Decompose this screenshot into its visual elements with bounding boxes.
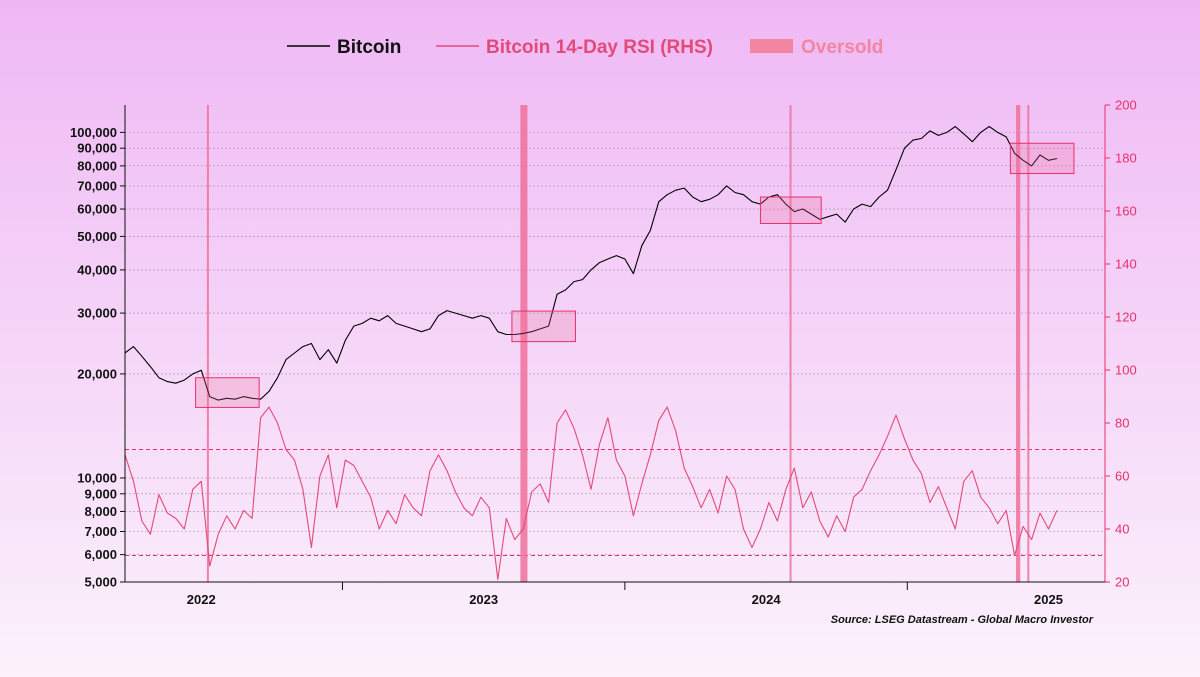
oversold-band [520, 105, 528, 582]
left-tick-label: 30,000 [77, 306, 117, 321]
oversold-box [511, 310, 576, 343]
right-tick-label: 60 [1115, 469, 1129, 484]
left-tick-label: 10,000 [77, 470, 117, 485]
left-tick-label: 80,000 [77, 158, 117, 173]
legend: Bitcoin Bitcoin 14-Day RSI (RHS) Oversol… [287, 37, 883, 58]
left-tick-label: 20,000 [77, 366, 117, 381]
right-tick-label: 100 [1115, 363, 1137, 378]
left-tick-label: 8,000 [84, 504, 117, 519]
rsi-line [124, 406, 1058, 580]
left-tick-label: 60,000 [77, 202, 117, 217]
oversold-band-layer [206, 105, 1030, 582]
left-tick-label: 7,000 [84, 524, 117, 539]
oversold-band [206, 105, 209, 582]
legend-oversold-label: Oversold [801, 37, 883, 58]
oversold-box-layer [195, 142, 1075, 408]
grid-layer [125, 132, 1105, 556]
right-tick-label: 160 [1115, 204, 1137, 219]
left-tick-label: 90,000 [77, 141, 117, 156]
axes [124, 105, 1106, 583]
right-tick-label: 20 [1115, 575, 1129, 590]
oversold-box [195, 377, 260, 408]
oversold-band [1016, 105, 1021, 582]
right-tick-label: 40 [1115, 522, 1129, 537]
x-tick-label: 2025 [1034, 592, 1063, 607]
left-tick-label: 40,000 [77, 262, 117, 277]
oversold-box [1009, 142, 1075, 175]
x-tick-label: 2022 [187, 592, 216, 607]
right-tick-label: 140 [1115, 257, 1137, 272]
x-axis: 2022 2023 2024 2025 [187, 582, 1063, 607]
oversold-band [1027, 105, 1030, 582]
right-tick-label: 180 [1115, 151, 1137, 166]
left-tick-label: 5,000 [84, 575, 117, 590]
oversold-box [759, 196, 822, 224]
legend-bitcoin-label: Bitcoin [337, 37, 401, 58]
left-tick-label: 9,000 [84, 486, 117, 501]
left-tick-label: 100,000 [70, 125, 117, 140]
bitcoin-line [124, 125, 1058, 401]
left-tick-label: 6,000 [84, 547, 117, 562]
right-y-axis: 20 40 60 80 100 120 140 160 180 200 [1105, 98, 1137, 590]
x-tick-label: 2024 [752, 592, 782, 607]
right-tick-label: 80 [1115, 416, 1129, 431]
source-note: Source: LSEG Datastream - Global Macro I… [831, 614, 1094, 626]
right-tick-label: 120 [1115, 310, 1137, 325]
oversold-band [789, 105, 792, 582]
left-tick-label: 70,000 [77, 178, 117, 193]
bitcoin-layer [124, 125, 1058, 401]
right-tick-label: 200 [1115, 98, 1137, 113]
left-tick-label: 50,000 [77, 229, 117, 244]
x-tick-label: 2023 [469, 592, 498, 607]
rsi-layer [124, 406, 1058, 580]
legend-oversold-swatch [750, 39, 793, 53]
legend-rsi-label: Bitcoin 14-Day RSI (RHS) [486, 37, 713, 58]
